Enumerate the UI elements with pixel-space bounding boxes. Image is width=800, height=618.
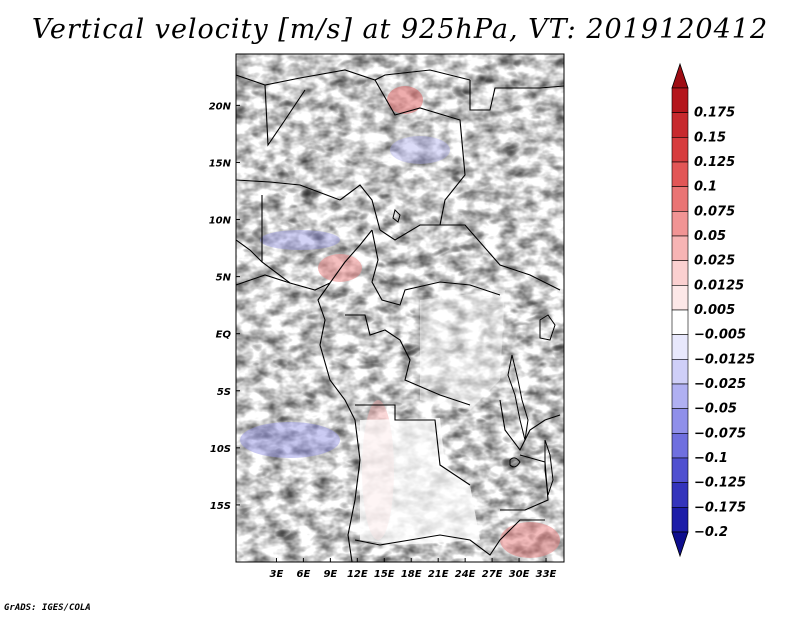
lat-tick-label: 5S	[217, 387, 231, 398]
strong-ascent-patch	[387, 86, 423, 114]
grads-credit: GrADS: IGES/COLA	[4, 603, 91, 613]
colorbar-swatch	[671, 137, 689, 163]
lat-tick-label: 15N	[209, 158, 232, 169]
colorbar-label: −0.125	[694, 476, 746, 491]
colorbar-swatch	[671, 507, 689, 533]
colorbar-label: −0.2	[694, 525, 728, 540]
colorbar-swatch	[671, 433, 689, 459]
colorbar-label: −0.05	[694, 402, 737, 417]
colorbar-label: −0.0125	[694, 352, 755, 367]
colorbar-label: 0.025	[694, 254, 735, 269]
lon-tick-label: 15E	[374, 569, 395, 580]
lon-tick-label: 3E	[270, 569, 284, 580]
map-frame	[235, 53, 565, 563]
lon-tick-label: 24E	[455, 569, 476, 580]
colorbar-label: 0.125	[694, 155, 735, 170]
colorbar-swatch	[671, 211, 689, 237]
lat-tick-label: EQ	[216, 330, 232, 341]
colorbar-label: 0.075	[694, 204, 735, 219]
lon-tick-label: 21E	[428, 569, 449, 580]
colorbar-swatch	[671, 359, 689, 385]
descent-band	[240, 422, 340, 458]
colorbar-swatch	[671, 235, 689, 261]
lon-tick-label: 27E	[482, 569, 503, 580]
colorbar-swatch	[671, 87, 689, 113]
colorbar-swatch	[671, 457, 689, 483]
colorbar-swatch	[671, 285, 689, 311]
lat-tick-label: 10S	[210, 444, 231, 455]
colorbar-swatch	[671, 112, 689, 138]
colorbar-swatch	[671, 186, 689, 212]
colorbar-swatch	[671, 161, 689, 187]
descent-band	[390, 136, 450, 164]
lon-tick-label: 33E	[536, 569, 557, 580]
colorbar-label: 0.05	[694, 229, 726, 244]
lat-tick-label: 10N	[209, 216, 232, 227]
colorbar-swatch	[671, 260, 689, 286]
strong-ascent-patch	[500, 522, 560, 558]
colorbar-swatch	[671, 383, 689, 409]
colorbar-label: 0.15	[694, 130, 726, 145]
lat-tick-label: 5N	[216, 273, 232, 284]
lake-outlines	[392, 209, 556, 496]
lat-tick-label: 15S	[210, 501, 231, 512]
lon-tick-label: 9E	[323, 569, 337, 580]
weak-motion-region	[360, 418, 480, 545]
colorbar-label: −0.1	[694, 451, 728, 466]
lon-tick-label: 30E	[509, 569, 530, 580]
colorbar-label: −0.005	[694, 328, 746, 343]
colorbar-label: 0.175	[694, 106, 735, 121]
weak-motion-region	[420, 290, 505, 410]
colorbar-top-arrow	[671, 62, 689, 89]
descent-band	[260, 230, 340, 250]
lon-tick-label: 18E	[401, 569, 422, 580]
country-borders	[236, 69, 564, 562]
colorbar-bottom-arrow	[671, 531, 689, 558]
lon-tick-label: 6E	[296, 569, 310, 580]
colorbar-swatch	[671, 334, 689, 360]
strong-ascent-patch	[318, 254, 362, 282]
map-plot-area	[236, 54, 564, 562]
colorbar-swatch	[671, 408, 689, 434]
lat-tick-label: 20N	[209, 101, 232, 112]
chart-title: Vertical velocity [m/s] at 925hPa, VT: 2…	[31, 14, 769, 45]
latitude-axis: 20N 15N 10N 5N EQ 5S 10S 15S	[209, 101, 240, 512]
colorbar-label: −0.075	[694, 426, 746, 441]
lon-tick-label: 12E	[347, 569, 368, 580]
colorbar-label: 0.005	[694, 303, 735, 318]
colorbar-label: 0.0125	[694, 278, 744, 293]
colorbar-label: −0.175	[694, 500, 746, 515]
colorbar-swatch	[671, 309, 689, 335]
longitude-axis: 3E 6E 9E 12E 15E 18E 21E 24E 27E 30E 33E	[270, 558, 557, 580]
colorbar-swatch	[671, 482, 689, 508]
colorbar-label: 0.1	[694, 180, 717, 195]
colorbar: 0.175 0.15 0.125 0.1 0.075 0.05 0.025 0.0125 0.0…	[671, 62, 755, 558]
colorbar-label: −0.025	[694, 377, 746, 392]
